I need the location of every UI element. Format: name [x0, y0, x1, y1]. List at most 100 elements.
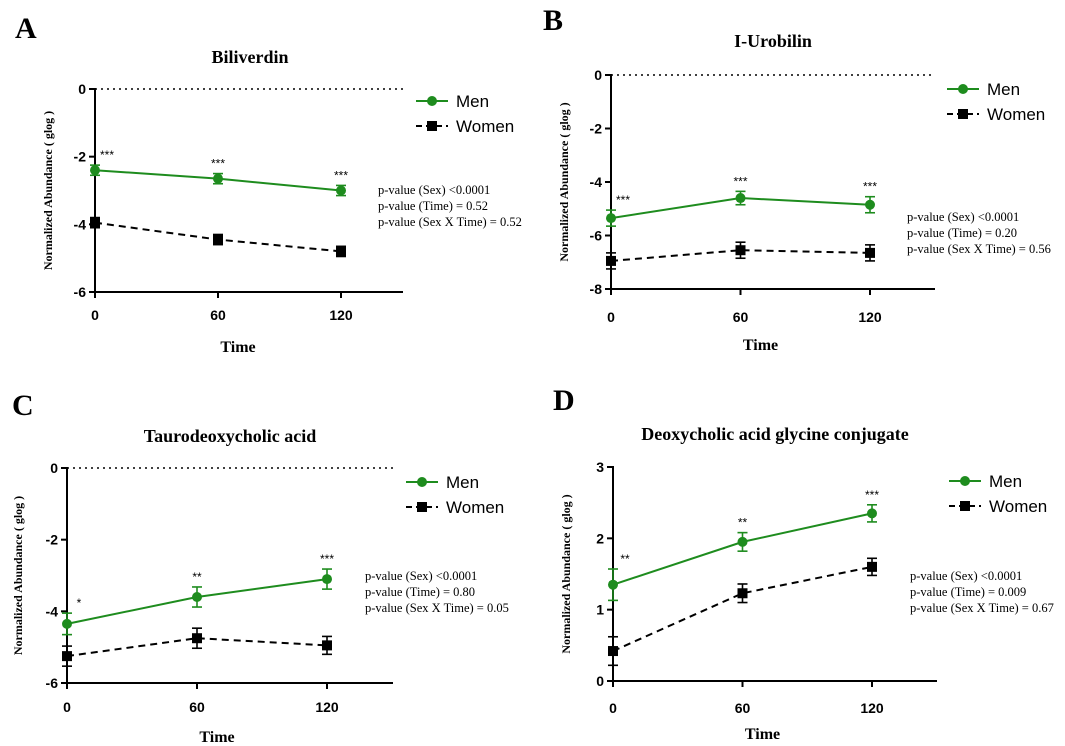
y-tick-label: -2 — [74, 149, 87, 165]
data-point-women — [192, 633, 202, 644]
data-point-men — [336, 185, 346, 196]
legend-marker-women — [427, 121, 437, 131]
significance-marker: ** — [620, 552, 630, 566]
data-point-men — [90, 165, 100, 176]
chart-title: I-Urobilin — [734, 31, 812, 51]
y-axis-title: Normalized Abundance ( glog ) — [559, 494, 573, 653]
stat-line: p-value (Time) = 0.52 — [378, 199, 488, 213]
y-tick-label: 0 — [50, 460, 58, 476]
legend-marker-men — [417, 477, 427, 487]
x-tick-label: 0 — [91, 307, 99, 323]
series-line-women — [610, 249, 871, 262]
x-axis-title: Time — [220, 339, 255, 356]
stat-line: p-value (Sex X Time) = 0.52 — [378, 215, 522, 229]
significance-marker: *** — [865, 488, 879, 502]
panel-letter: A — [15, 12, 37, 45]
panel-letter: B — [543, 4, 563, 37]
significance-marker: * — [77, 596, 82, 610]
data-point-men — [322, 574, 332, 585]
data-point-men — [737, 536, 748, 547]
y-tick-label: -6 — [74, 284, 87, 300]
x-tick-label: 120 — [860, 700, 884, 716]
stat-line: p-value (Time) = 0.009 — [910, 585, 1026, 599]
x-tick-label: 60 — [189, 699, 205, 715]
stat-line: p-value (Time) = 0.80 — [365, 585, 475, 599]
y-tick-label: -2 — [590, 121, 603, 137]
data-point-men — [192, 592, 202, 602]
data-point-men — [606, 213, 616, 224]
x-axis-title: Time — [199, 729, 234, 746]
legend-marker-men — [960, 476, 970, 486]
legend-label-women: Women — [456, 117, 514, 136]
significance-marker: *** — [320, 552, 334, 566]
significance-marker: *** — [211, 157, 225, 171]
significance-marker: ** — [192, 570, 202, 584]
x-tick-label: 120 — [329, 307, 353, 323]
y-tick-label: -4 — [590, 174, 603, 190]
y-tick-label: 3 — [596, 459, 604, 475]
stat-line: p-value (Sex) <0.0001 — [365, 569, 477, 583]
legend-marker-women — [960, 501, 970, 511]
y-tick-label: -6 — [590, 228, 603, 244]
stat-line: p-value (Sex X Time) = 0.56 — [907, 242, 1051, 256]
legend-label-men: Men — [989, 472, 1022, 491]
stat-line: p-value (Sex) <0.0001 — [378, 183, 490, 197]
chart-title: Biliverdin — [211, 47, 288, 67]
y-tick-label: -8 — [590, 281, 603, 297]
y-tick-label: 2 — [596, 530, 604, 546]
x-axis-title: Time — [743, 337, 778, 354]
stat-line: p-value (Sex) <0.0001 — [907, 210, 1019, 224]
x-tick-label: 60 — [733, 309, 749, 325]
data-point-men — [213, 173, 223, 184]
y-tick-label: -6 — [46, 675, 59, 691]
y-axis-title: Normalized Abundance ( glog ) — [11, 496, 25, 655]
y-tick-label: 1 — [596, 602, 604, 618]
legend-marker-women — [958, 109, 968, 119]
legend-label-men: Men — [456, 92, 489, 111]
series-line-women — [66, 637, 328, 658]
data-point-women — [735, 245, 746, 256]
x-tick-label: 0 — [609, 700, 617, 716]
legend-marker-men — [427, 96, 437, 106]
data-point-women — [213, 234, 223, 245]
data-point-men — [867, 508, 877, 519]
y-tick-label: 0 — [594, 67, 602, 83]
legend-marker-men — [958, 84, 968, 94]
data-point-women — [865, 247, 875, 258]
stat-line: p-value (Time) = 0.20 — [907, 226, 1017, 240]
panel-letter: D — [553, 384, 575, 417]
data-point-men — [62, 618, 72, 629]
data-point-women — [608, 646, 618, 657]
significance-marker: *** — [733, 174, 747, 188]
x-tick-label: 0 — [63, 699, 71, 715]
x-axis-title: Time — [745, 726, 780, 743]
significance-marker: *** — [863, 180, 877, 194]
y-axis-title: Normalized Abundance ( glog ) — [41, 111, 55, 270]
y-tick-label: 0 — [78, 81, 86, 97]
legend-marker-women — [417, 502, 427, 512]
data-point-women — [90, 217, 100, 228]
y-tick-label: -4 — [74, 216, 87, 232]
y-tick-label: 0 — [596, 673, 604, 689]
chart-title: Deoxycholic acid glycine conjugate — [641, 424, 908, 444]
data-point-women — [606, 255, 616, 266]
data-point-women — [336, 246, 346, 257]
x-tick-label: 60 — [735, 700, 751, 716]
x-tick-label: 0 — [607, 309, 615, 325]
y-tick-label: -4 — [46, 603, 59, 619]
legend-label-women: Women — [987, 105, 1045, 124]
data-point-men — [735, 193, 746, 204]
significance-marker: ** — [738, 516, 748, 530]
legend-label-men: Men — [987, 80, 1020, 99]
legend-label-men: Men — [446, 473, 479, 492]
y-tick-label: -2 — [46, 532, 59, 548]
legend-label-women: Women — [989, 497, 1047, 516]
significance-marker: *** — [616, 193, 630, 207]
data-point-women — [322, 640, 332, 651]
significance-marker: *** — [334, 168, 348, 182]
x-tick-label: 120 — [315, 699, 339, 715]
x-tick-label: 60 — [210, 307, 226, 323]
